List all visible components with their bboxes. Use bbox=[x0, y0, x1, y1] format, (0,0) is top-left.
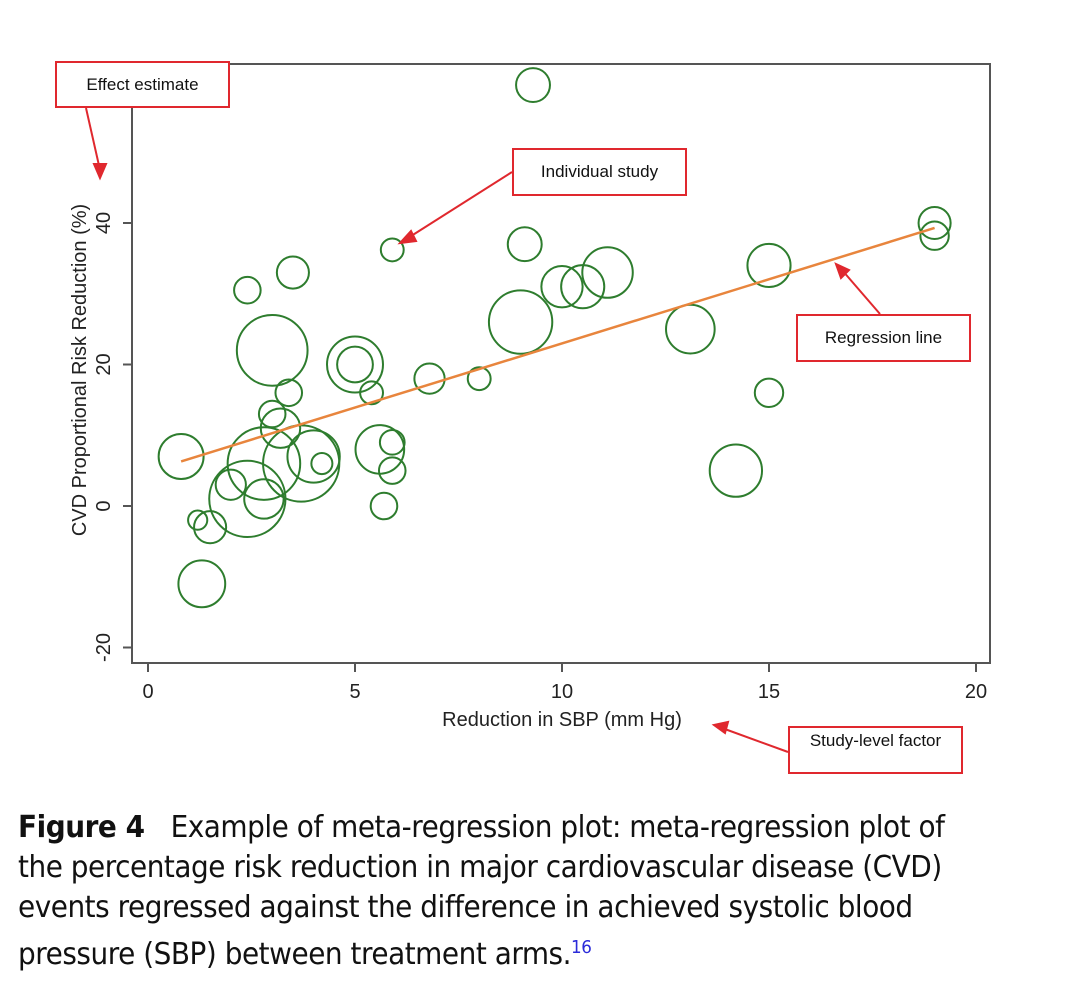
x-tick-label: 15 bbox=[758, 681, 780, 703]
study-bubble bbox=[275, 255, 310, 290]
study-bubble bbox=[187, 509, 209, 531]
study-bubble bbox=[506, 226, 543, 263]
study-bubble bbox=[257, 399, 287, 429]
x-tick-label: 5 bbox=[349, 681, 360, 703]
regression-line bbox=[180, 226, 935, 463]
annotation-individual-study: Individual study bbox=[512, 148, 687, 196]
study-bubble bbox=[326, 335, 384, 394]
study-bubble bbox=[581, 246, 634, 299]
y-axis-title: CVD Proportional Risk Reduction (%) bbox=[69, 204, 91, 536]
y-tick-label: -20 bbox=[93, 633, 115, 662]
study-bubble bbox=[208, 459, 287, 539]
study-bubble bbox=[466, 366, 492, 392]
study-bubble bbox=[487, 289, 554, 355]
annotation-study-level-factor: Study-level factor bbox=[788, 726, 963, 774]
study-bubble bbox=[540, 265, 584, 309]
x-tick-label: 10 bbox=[551, 681, 573, 703]
y-tick-label: 20 bbox=[93, 353, 115, 375]
study-bubble bbox=[515, 67, 551, 103]
study-bubble bbox=[359, 380, 384, 406]
study-bubble bbox=[919, 220, 950, 251]
study-bubble bbox=[369, 491, 399, 521]
study-bubble bbox=[379, 237, 405, 263]
annotation-effect-estimate: Effect estimate bbox=[55, 61, 230, 108]
y-axis: -20 0 20 40 bbox=[93, 212, 132, 662]
caption-reference[interactable]: 16 bbox=[571, 937, 592, 958]
y-tick-label: 40 bbox=[93, 212, 115, 234]
study-bubble bbox=[708, 443, 764, 498]
study-bubble bbox=[560, 264, 606, 310]
caption-text: Example of meta-regression plot: meta-re… bbox=[18, 810, 945, 972]
study-bubble bbox=[235, 313, 309, 387]
study-bubbles bbox=[157, 67, 952, 609]
x-axis-title: Reduction in SBP (mm Hg) bbox=[442, 709, 682, 731]
study-bubble bbox=[157, 432, 205, 480]
meta-regression-chart: 0 5 10 15 20 -20 0 20 40 Reduction in SBP (mm H… bbox=[69, 63, 991, 753]
study-bubble bbox=[746, 242, 792, 289]
x-tick-label: 0 bbox=[142, 681, 153, 703]
study-bubble bbox=[233, 275, 262, 305]
study-bubble bbox=[214, 468, 247, 501]
y-tick-label: 0 bbox=[93, 500, 115, 511]
study-bubble bbox=[193, 510, 228, 545]
study-bubble bbox=[753, 377, 785, 408]
study-bubble bbox=[243, 478, 285, 520]
study-bubble bbox=[286, 429, 341, 484]
figure-label: Figure 4 bbox=[18, 810, 145, 845]
annotation-arrows bbox=[85, 107, 881, 753]
study-bubble bbox=[274, 378, 304, 408]
study-bubble bbox=[177, 559, 227, 609]
figure-caption: Figure 4 Example of meta-regression plot:… bbox=[18, 808, 985, 975]
study-bubble bbox=[310, 452, 334, 476]
x-tick-label: 20 bbox=[965, 681, 987, 703]
study-bubble bbox=[226, 426, 302, 501]
annotation-regression-line: Regression line bbox=[796, 314, 971, 362]
x-axis: 0 5 10 15 20 bbox=[142, 663, 987, 703]
study-bubble bbox=[665, 303, 716, 355]
study-bubble bbox=[377, 456, 407, 485]
study-bubble bbox=[413, 362, 446, 395]
study-bubble bbox=[378, 428, 406, 456]
study-bubble bbox=[917, 205, 952, 241]
study-bubble bbox=[336, 345, 374, 384]
